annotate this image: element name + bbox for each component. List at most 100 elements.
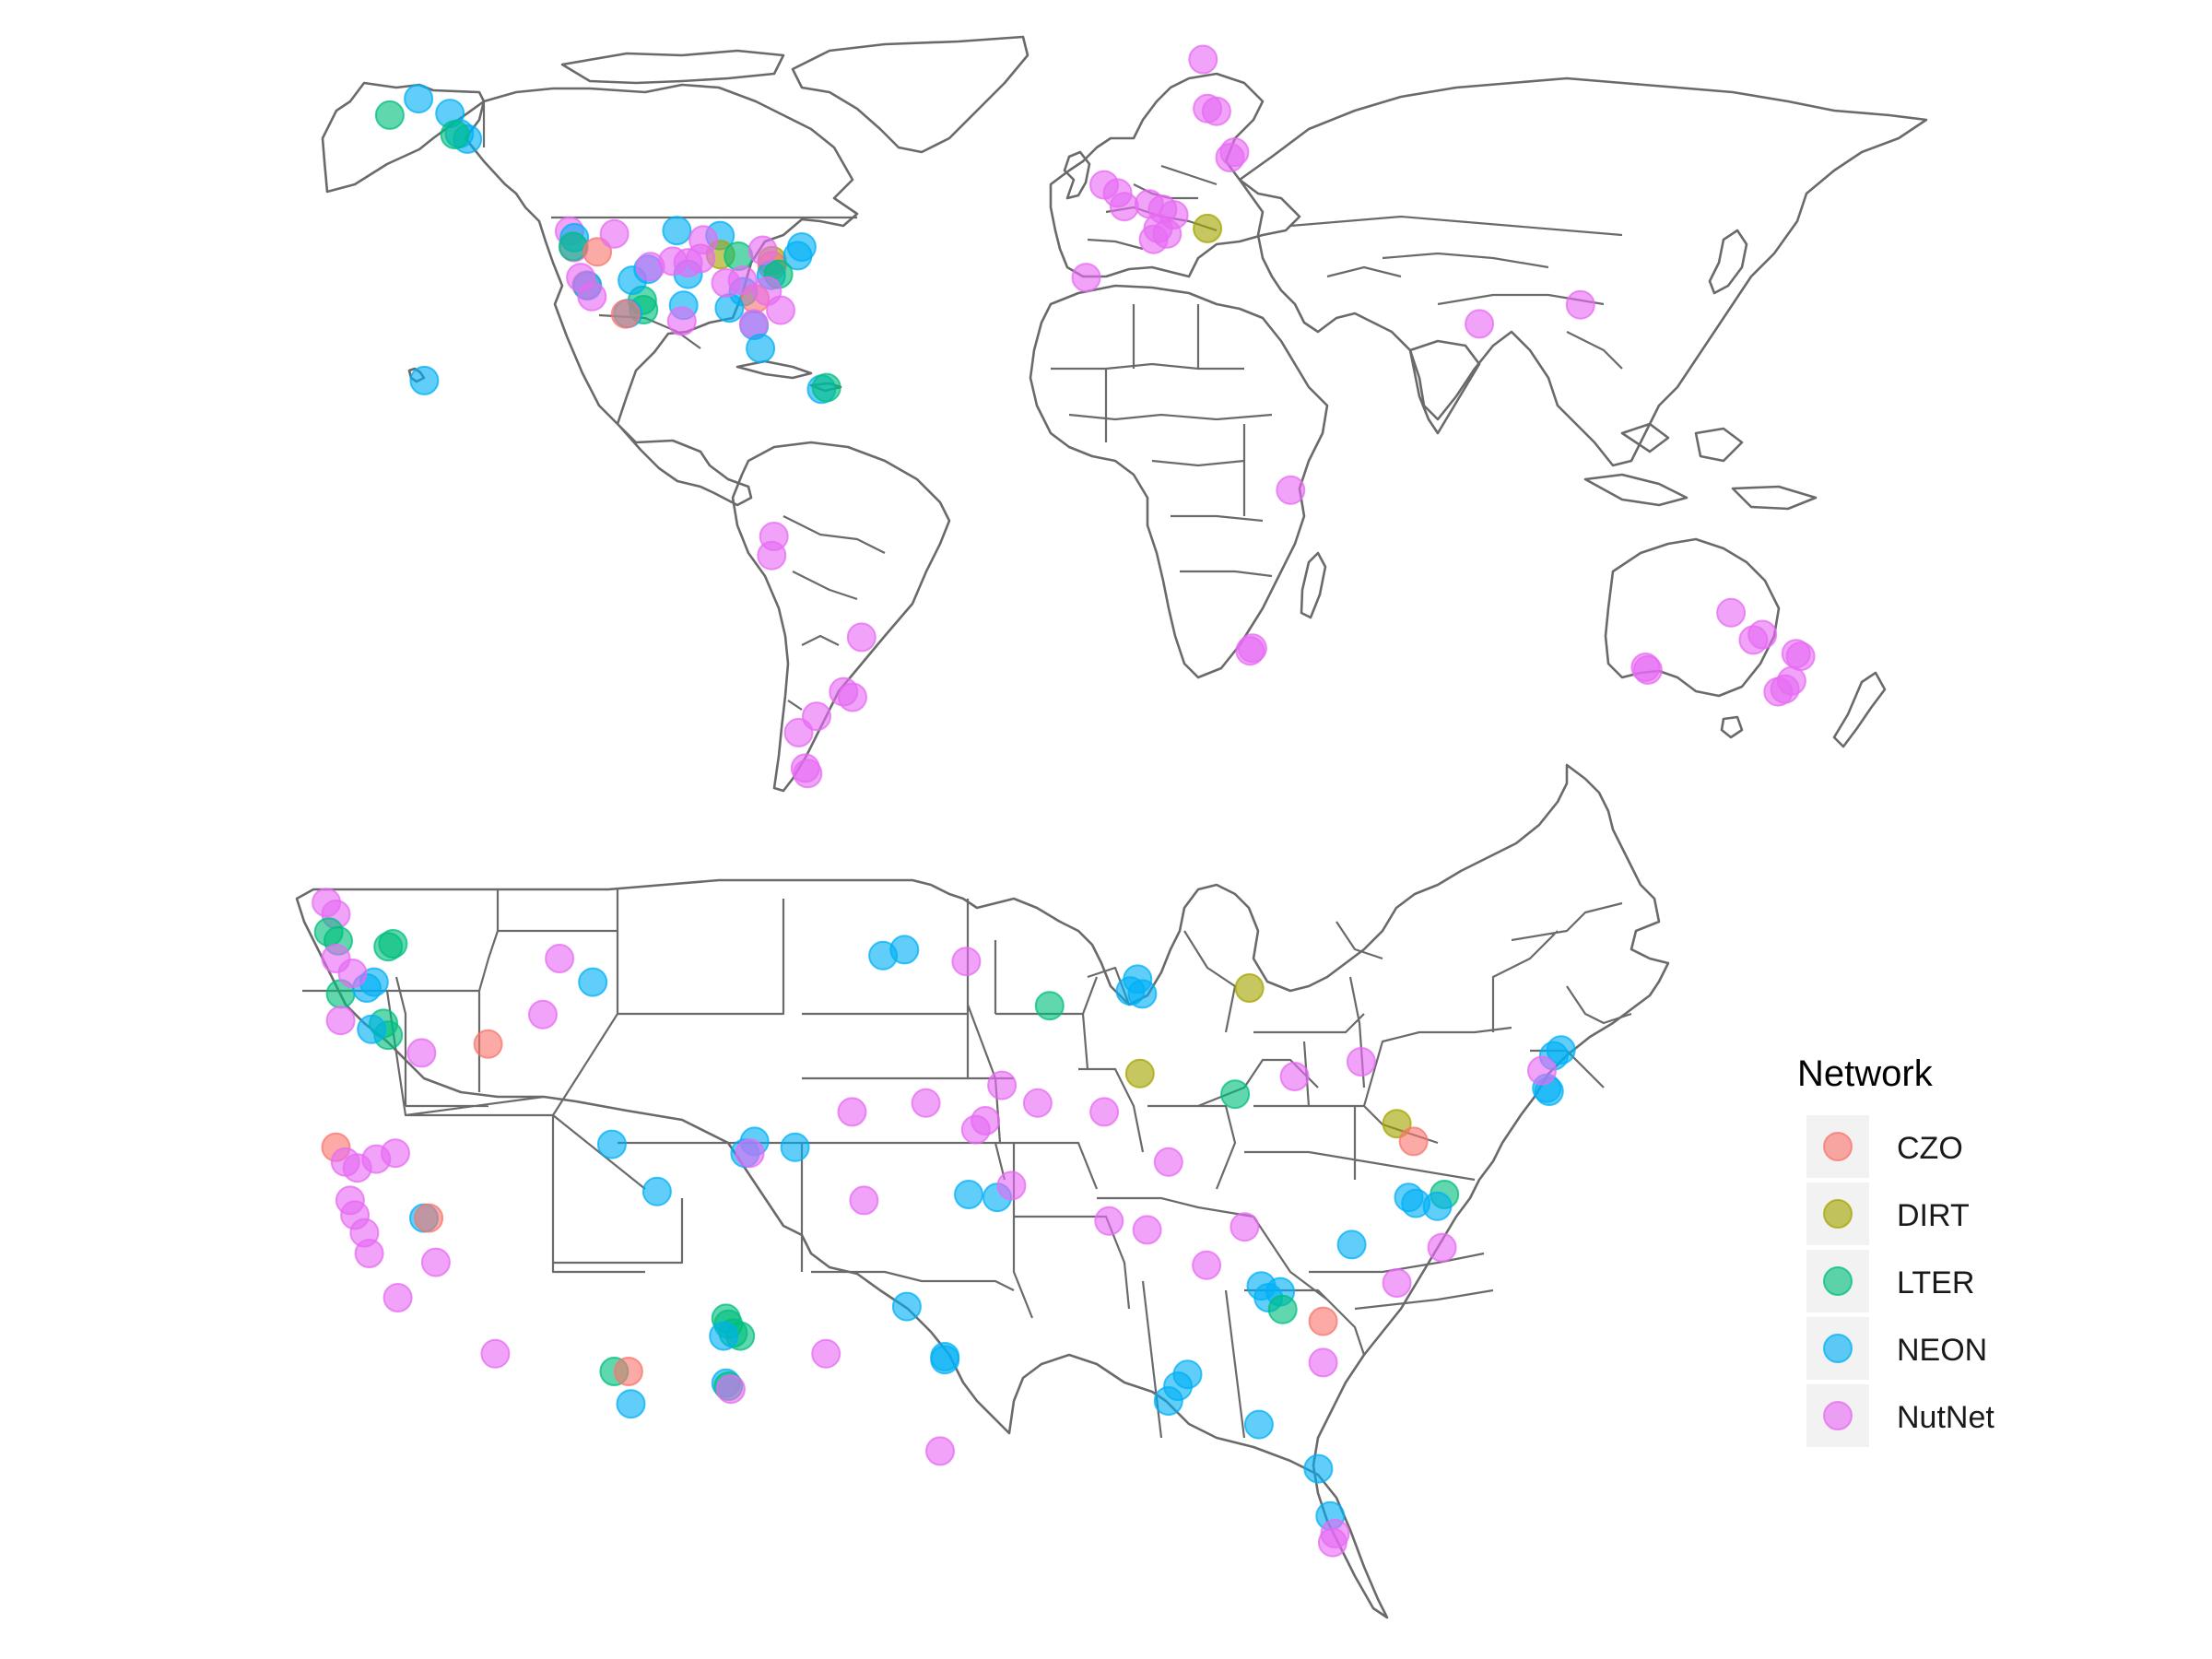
site-point-neon [780, 1132, 810, 1162]
site-point-nutnet [1230, 1212, 1260, 1242]
site-point-lter [724, 241, 754, 271]
site-point-nutnet [925, 1436, 955, 1466]
india-outline [1408, 339, 1481, 435]
site-point-lter [1220, 1079, 1251, 1110]
site-point-nutnet [715, 1374, 746, 1405]
site-point-nutnet [1632, 654, 1663, 685]
site-point-neon [578, 967, 608, 997]
south-america-borders [782, 515, 886, 711]
site-point-nutnet [1276, 475, 1306, 505]
site-point-nutnet [1138, 224, 1169, 254]
site-point-neon [1336, 1230, 1367, 1260]
site-point-czo [1398, 1126, 1429, 1157]
site-point-nutnet [1279, 1062, 1310, 1091]
site-point-neon [1303, 1453, 1334, 1484]
site-point-nutnet [971, 1106, 1001, 1135]
site-point-nutnet [1094, 1206, 1124, 1236]
north-america-outline [321, 81, 486, 194]
tasmania-outline [1720, 715, 1744, 739]
site-point-nutnet [996, 1171, 1027, 1201]
site-point-nutnet [837, 1097, 867, 1127]
site-point-dirt [1193, 213, 1223, 243]
site-point-lter [440, 120, 470, 150]
site-point-lter [1267, 1294, 1298, 1324]
site-point-nutnet [577, 281, 607, 312]
legend-label-dirt: DIRT [1897, 1198, 1970, 1233]
site-point-nutnet [420, 1247, 451, 1277]
site-point-neon [714, 293, 745, 324]
site-point-nutnet [1192, 1250, 1222, 1280]
site-point-czo [582, 237, 613, 267]
site-point-nutnet [1427, 1232, 1457, 1263]
site-point-nutnet [951, 947, 982, 977]
legend-key-nutnet [1823, 1401, 1853, 1430]
site-point-nutnet [480, 1338, 511, 1369]
new-zealand-outline [1832, 671, 1887, 748]
asia-outline [1238, 76, 1928, 467]
site-point-nutnet [911, 1088, 941, 1118]
south-america-outline [731, 441, 951, 793]
africa-borders [1051, 304, 1273, 578]
asia-borders [1289, 215, 1623, 370]
site-point-nutnet [1308, 1347, 1338, 1378]
site-point-neon [409, 365, 440, 395]
site-point-nutnet [811, 1338, 841, 1369]
legend-label-lter: LTER [1897, 1265, 1974, 1300]
site-point-neon [954, 1180, 983, 1209]
site-point-lter [374, 100, 405, 130]
site-point-neon [1243, 1409, 1274, 1440]
site-point-nutnet [1747, 619, 1778, 650]
site-point-nutnet [1527, 1055, 1557, 1086]
site-point-nutnet [829, 677, 859, 707]
site-point-neon [596, 1129, 627, 1159]
world-country-outlines [321, 35, 1928, 793]
site-point-neon [641, 1176, 672, 1206]
site-point-neon [709, 1321, 739, 1351]
site-point-nutnet [528, 999, 558, 1030]
site-point-lter [1034, 991, 1065, 1021]
site-point-nutnet [1188, 44, 1218, 75]
greenland-outline [791, 35, 1030, 154]
site-point-czo [610, 299, 641, 329]
legend-key-neon [1823, 1334, 1853, 1363]
site-point-nutnet [1320, 1519, 1350, 1548]
site-point-nutnet [1465, 309, 1495, 339]
site-point-nutnet [1382, 1268, 1412, 1298]
site-point-neon [404, 84, 434, 114]
japan-outline [1708, 229, 1748, 295]
site-point-nutnet [686, 243, 716, 274]
site-point-nutnet [766, 295, 795, 325]
site-point-neon [1153, 1386, 1183, 1416]
site-point-nutnet [1763, 677, 1794, 707]
site-point-lter [378, 929, 408, 959]
site-point-nutnet [747, 235, 778, 265]
site-point-neon [746, 334, 776, 363]
state-borders [302, 889, 1632, 1439]
site-point-nutnet [846, 622, 877, 653]
legend-key-czo [1823, 1132, 1853, 1161]
site-point-nutnet [666, 306, 697, 336]
site-point-nutnet [1022, 1088, 1053, 1118]
legend-label-czo: CZO [1897, 1131, 1963, 1166]
site-point-nutnet [1565, 289, 1595, 320]
site-point-neon [1422, 1191, 1453, 1221]
site-point-nutnet [1153, 1147, 1183, 1177]
site-point-nutnet [1089, 1097, 1120, 1127]
site-point-neon [1546, 1035, 1576, 1065]
site-point-nutnet [757, 540, 787, 571]
legend-key-lter [1823, 1266, 1853, 1296]
site-point-nutnet [382, 1283, 413, 1312]
legend-key-dirt [1823, 1199, 1853, 1229]
world-map-panel [321, 35, 1928, 793]
site-point-nutnet [793, 759, 823, 789]
site-point-nutnet [545, 944, 575, 973]
arctic-islands-outline [560, 49, 785, 85]
legend-label-neon: NEON [1897, 1333, 1987, 1368]
legend-label-nutnet: NutNet [1897, 1400, 1994, 1435]
site-point-nutnet [321, 944, 351, 973]
site-point-nutnet [354, 1239, 384, 1268]
site-point-czo [473, 1029, 503, 1059]
site-point-nutnet [1346, 1047, 1376, 1077]
site-point-dirt [1234, 973, 1265, 1003]
site-point-nutnet [381, 1138, 410, 1169]
